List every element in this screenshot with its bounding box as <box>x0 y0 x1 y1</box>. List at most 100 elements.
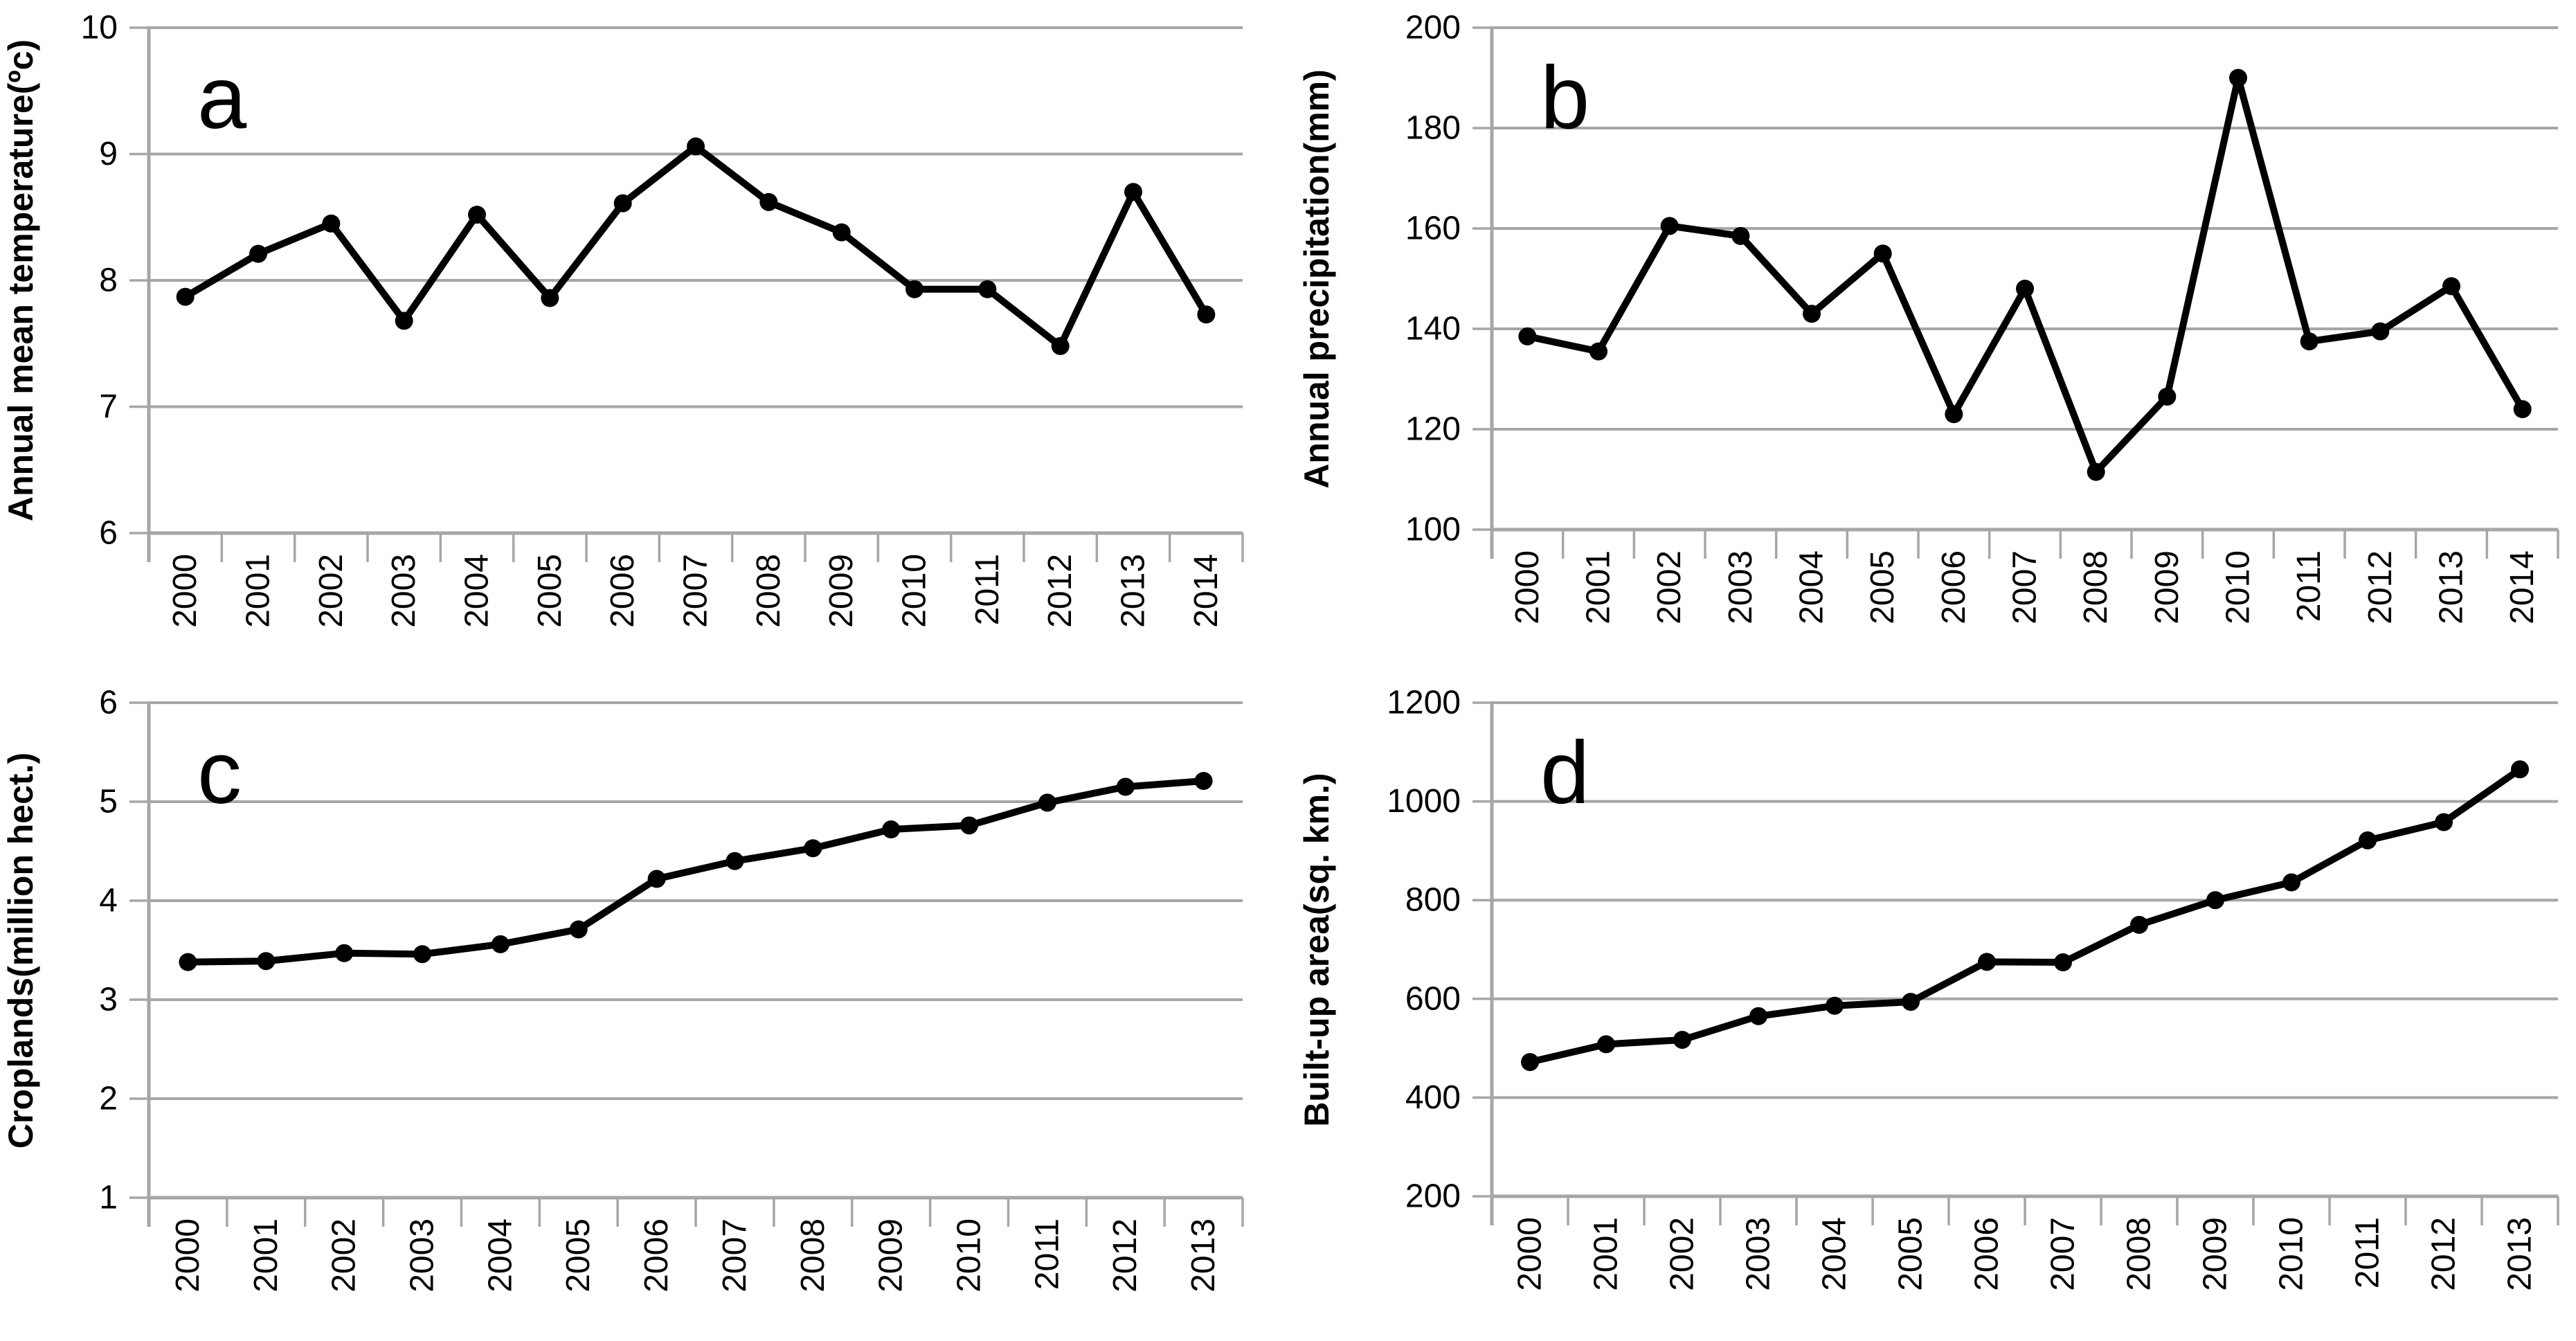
svg-text:2003: 2003 <box>404 1218 441 1293</box>
svg-text:2004: 2004 <box>1794 550 1830 624</box>
svg-text:2009: 2009 <box>823 554 860 628</box>
y-tick-labels-b: 100 120 140 160 180 200 <box>1405 10 1461 548</box>
svg-text:2006: 2006 <box>1969 1217 2006 1291</box>
svg-text:2002: 2002 <box>313 554 350 628</box>
svg-text:2006: 2006 <box>604 554 641 628</box>
svg-text:2000: 2000 <box>170 1218 206 1293</box>
svg-text:2003: 2003 <box>1740 1217 1777 1291</box>
svg-text:100: 100 <box>1405 512 1461 548</box>
svg-text:2010: 2010 <box>2273 1217 2310 1291</box>
series-line-a <box>181 143 1210 350</box>
svg-text:2012: 2012 <box>2362 550 2399 624</box>
svg-text:2001: 2001 <box>1588 1217 1625 1291</box>
svg-text:600: 600 <box>1405 980 1461 1017</box>
svg-text:2010: 2010 <box>2220 550 2257 624</box>
panel-letter-d: d <box>1540 723 1590 822</box>
gridlines-d <box>1472 701 2558 1198</box>
svg-text:2014: 2014 <box>2504 550 2541 624</box>
y-axis-label-b: Annual precipitation(mm) <box>1297 69 1336 489</box>
svg-text:2013: 2013 <box>2502 1217 2539 1291</box>
svg-text:2007: 2007 <box>717 1218 753 1293</box>
panel-a: 6 7 8 9 10 2000 2001 2002 2003 2004 2005 2006 2007 20… <box>0 0 1288 670</box>
axes-b <box>1490 26 2559 559</box>
series-markers-a <box>176 137 1216 355</box>
svg-text:6: 6 <box>99 685 118 721</box>
svg-text:8: 8 <box>99 262 118 299</box>
svg-text:2005: 2005 <box>1893 1217 1929 1291</box>
svg-text:2010: 2010 <box>897 554 933 628</box>
svg-text:2004: 2004 <box>1817 1217 1853 1291</box>
svg-text:2011: 2011 <box>1029 1218 1065 1290</box>
svg-text:2008: 2008 <box>750 554 787 628</box>
svg-text:2011: 2011 <box>969 554 1006 625</box>
svg-text:2001: 2001 <box>248 1218 285 1293</box>
svg-text:2003: 2003 <box>1722 550 1759 624</box>
svg-text:1: 1 <box>99 1180 118 1216</box>
svg-text:800: 800 <box>1405 882 1461 919</box>
svg-text:9: 9 <box>99 136 118 172</box>
y-tick-labels-d: 200 400 600 800 1000 1200 <box>1387 685 1461 1215</box>
series-markers-b <box>1518 69 2532 481</box>
svg-text:2005: 2005 <box>1864 550 1901 624</box>
svg-text:7: 7 <box>99 388 118 425</box>
axes-c <box>147 701 1244 1227</box>
y-tick-labels-c: 1 2 3 4 5 6 <box>99 685 118 1216</box>
svg-text:2007: 2007 <box>2045 1217 2082 1291</box>
axes-d <box>1490 701 2559 1225</box>
svg-text:10: 10 <box>81 10 118 46</box>
svg-text:2009: 2009 <box>873 1218 910 1293</box>
svg-text:2006: 2006 <box>638 1218 675 1293</box>
svg-text:2001: 2001 <box>1580 550 1617 624</box>
svg-text:2011: 2011 <box>2291 550 2327 622</box>
svg-text:2005: 2005 <box>532 554 568 628</box>
panel-letter-b: b <box>1540 48 1590 147</box>
svg-text:120: 120 <box>1405 411 1461 448</box>
svg-text:2014: 2014 <box>1188 554 1225 628</box>
svg-text:200: 200 <box>1405 10 1461 46</box>
panel-c: 1 2 3 4 5 6 2000 2001 2002 2003 2004 2005 2006 2007 20… <box>0 670 1288 1341</box>
panel-b: 100 120 140 160 180 200 2000 2001 2002 2003 2004 20… <box>1288 0 2576 670</box>
svg-text:2002: 2002 <box>1664 1217 1701 1291</box>
y-axis-label-c: Croplands(million hect.) <box>1 752 40 1149</box>
svg-text:2010: 2010 <box>951 1218 988 1293</box>
svg-text:2012: 2012 <box>2426 1217 2462 1291</box>
svg-text:2006: 2006 <box>1936 550 1972 624</box>
svg-text:160: 160 <box>1405 210 1461 247</box>
svg-text:2002: 2002 <box>326 1218 363 1293</box>
svg-text:2002: 2002 <box>1651 550 1688 624</box>
svg-text:3: 3 <box>99 982 118 1018</box>
svg-text:2001: 2001 <box>240 554 277 628</box>
series-line-d <box>1526 766 2523 1066</box>
svg-text:2011: 2011 <box>2350 1217 2386 1288</box>
svg-text:1000: 1000 <box>1387 783 1461 820</box>
svg-text:180: 180 <box>1405 110 1461 147</box>
y-axis-label-d: Built-up area(sq. km.) <box>1297 772 1336 1127</box>
svg-text:200: 200 <box>1405 1178 1461 1215</box>
svg-text:2004: 2004 <box>482 1218 519 1293</box>
panel-letter-c: c <box>197 723 242 822</box>
svg-text:2000: 2000 <box>167 554 204 628</box>
svg-text:2009: 2009 <box>2149 550 2186 624</box>
svg-text:400: 400 <box>1405 1079 1461 1116</box>
svg-text:2013: 2013 <box>1115 554 1152 628</box>
svg-text:6: 6 <box>99 515 118 552</box>
series-markers-d <box>1521 760 2529 1072</box>
svg-text:2005: 2005 <box>560 1218 597 1293</box>
svg-text:2012: 2012 <box>1042 554 1079 628</box>
series-markers-c <box>179 771 1213 971</box>
gridlines-c <box>129 701 1243 1199</box>
series-line-b <box>1524 74 2526 476</box>
x-tick-labels-b: 2000 2001 2002 2003 2004 2005 2006 2007 2008 2009… <box>1509 550 2541 624</box>
svg-text:2013: 2013 <box>2433 550 2470 624</box>
y-tick-labels-a: 6 7 8 9 10 <box>81 10 118 552</box>
svg-text:1200: 1200 <box>1387 685 1461 721</box>
svg-text:2008: 2008 <box>2121 1217 2158 1291</box>
y-axis-label-a: Annual mean temperature(ºc) <box>1 39 40 522</box>
svg-text:2004: 2004 <box>459 554 496 628</box>
x-tick-labels-a: 2000 2001 2002 2003 2004 2005 2006 2007 2008 2009… <box>167 554 1225 628</box>
gridlines-a <box>129 26 1243 534</box>
